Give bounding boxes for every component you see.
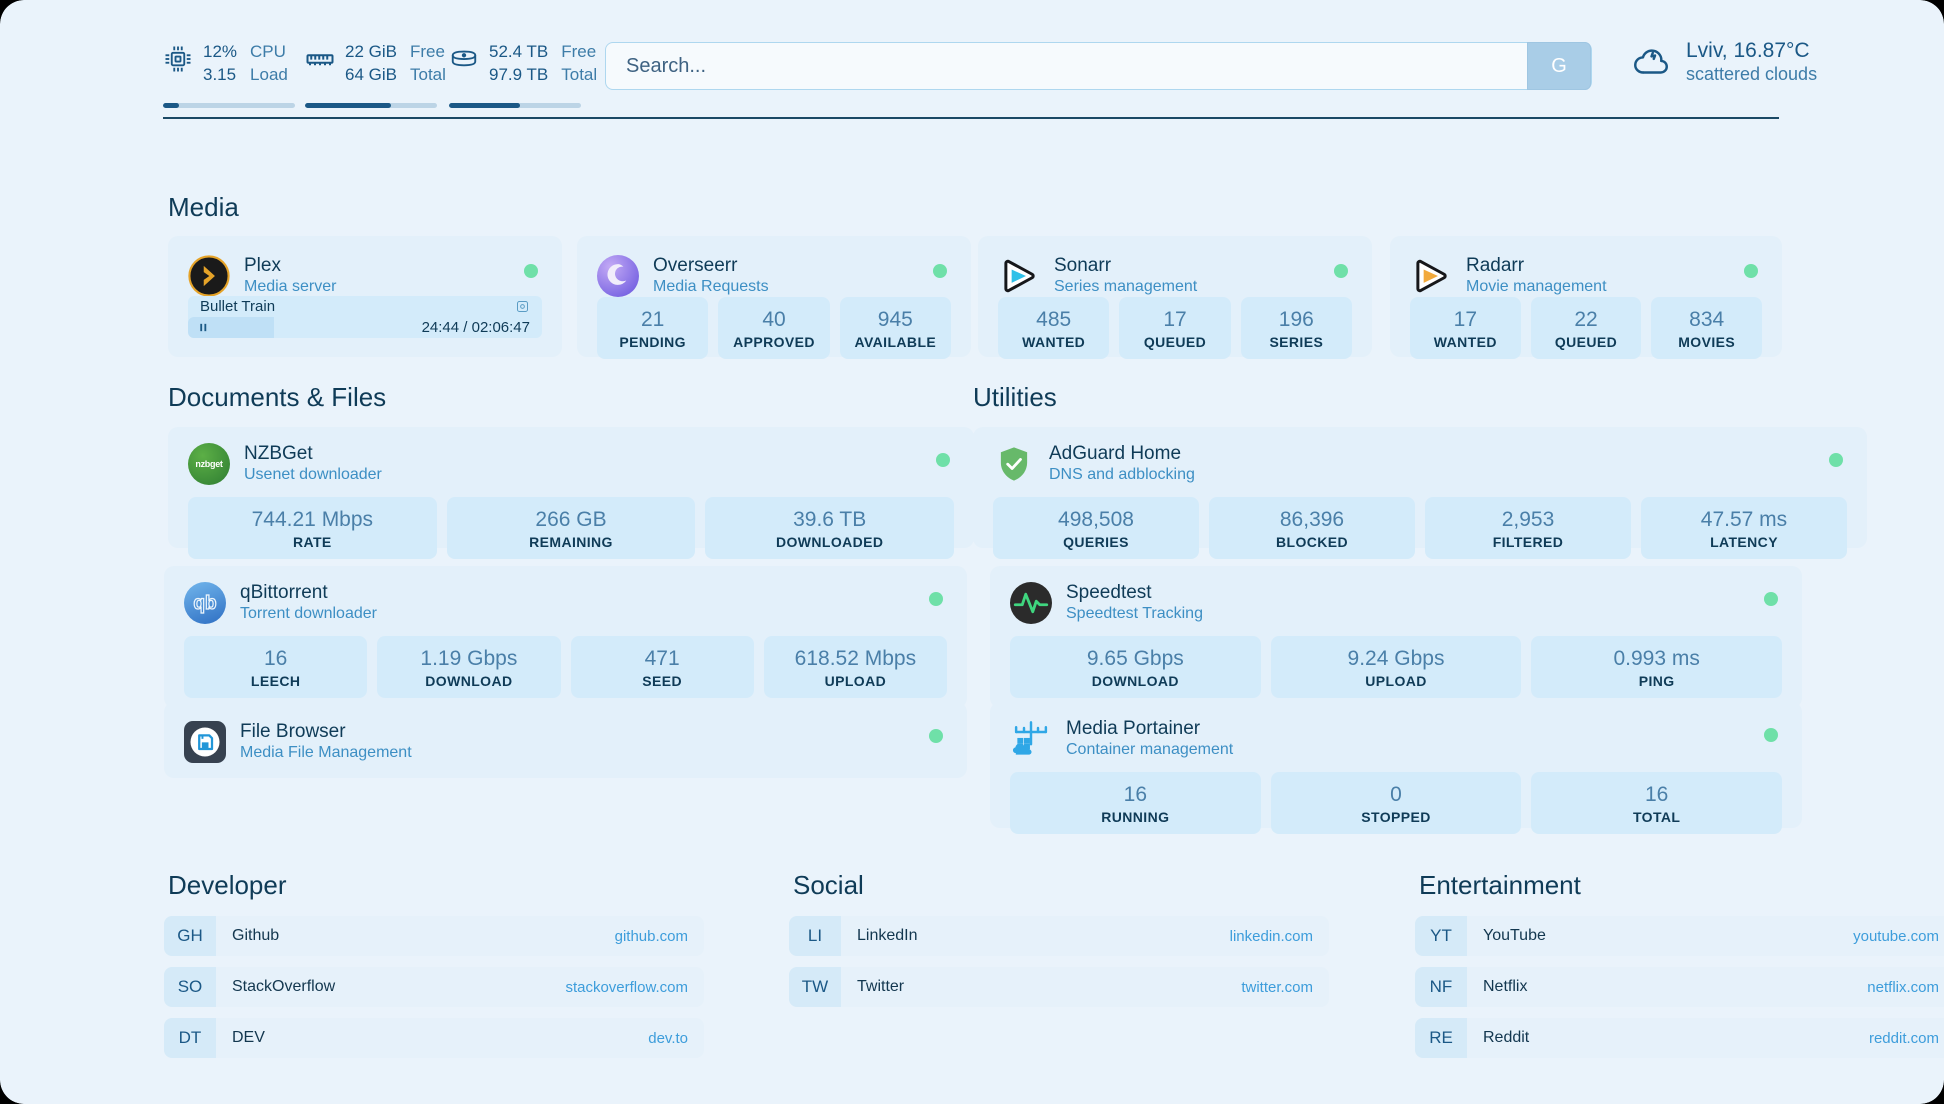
svg-text:qb: qb: [193, 593, 216, 614]
